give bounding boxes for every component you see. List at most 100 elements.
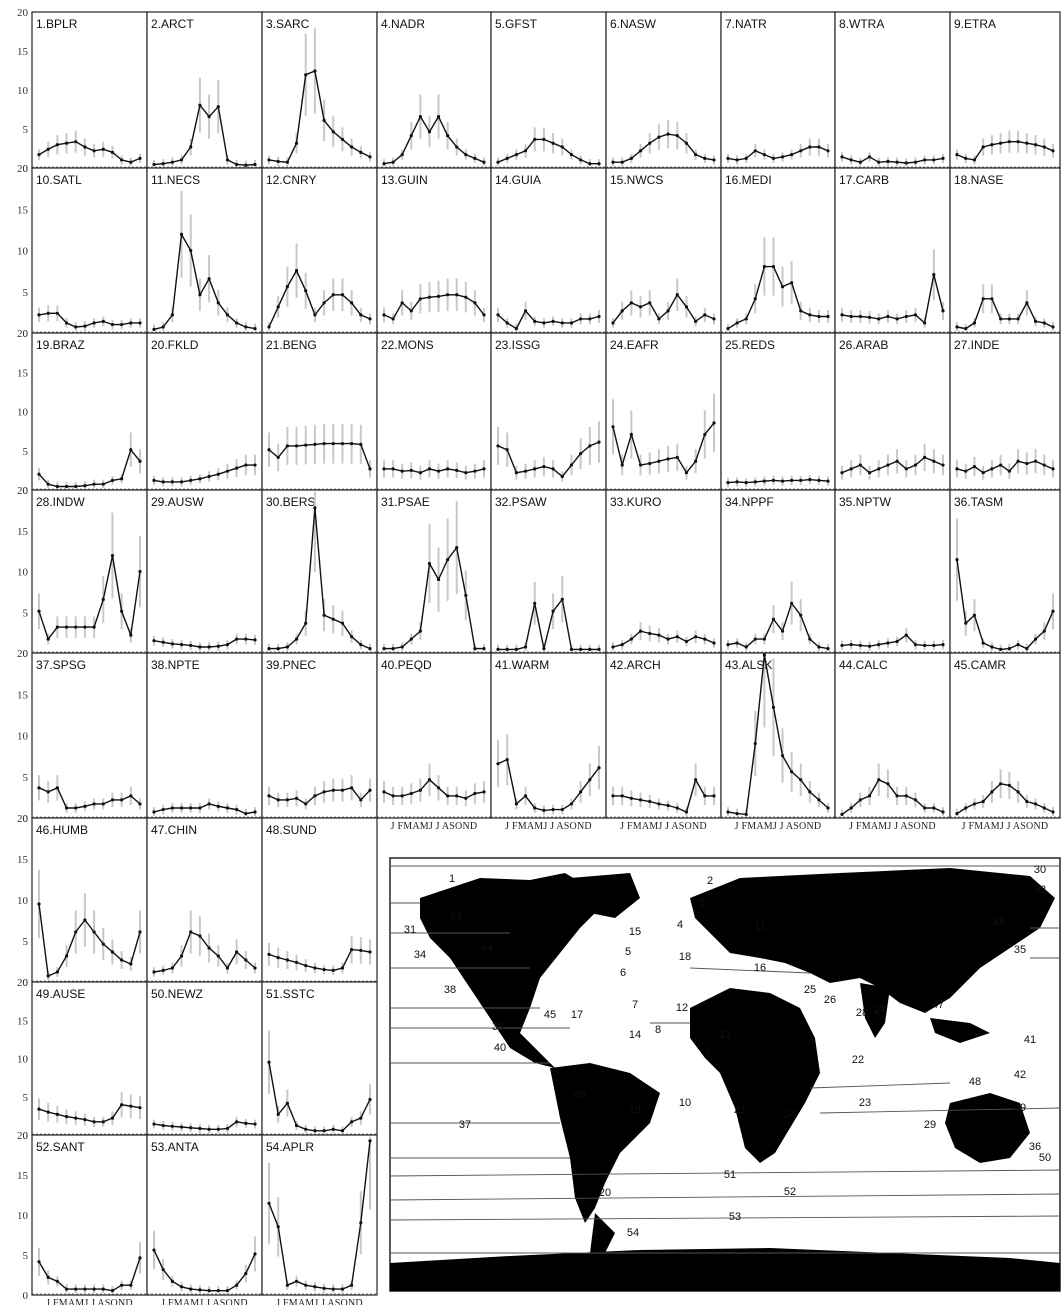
data-point [712,158,716,162]
data-point [207,474,211,479]
panel-frame [31,652,148,819]
data-point [817,478,821,482]
data-point [560,807,564,812]
data-point [92,802,96,806]
data-point [322,968,326,972]
data-point [744,317,748,321]
data-point [648,141,652,145]
data-point [913,313,918,317]
panel-title: 22.MONS [381,338,434,352]
data-point [436,469,441,473]
map-province-label: 18 [679,951,691,963]
data-point [808,637,812,641]
data-point [74,325,78,329]
panel-frame [949,489,1061,654]
data-point [427,295,432,299]
panel-28-indw: 28.INDW [31,489,148,654]
panel-title: 7.NATR [725,17,767,31]
data-point [826,647,830,651]
data-point [120,322,124,327]
data-point [877,643,881,647]
data-point [560,321,564,325]
data-point [1042,145,1046,149]
data-point [350,786,354,790]
data-point [999,317,1003,321]
data-point [285,798,289,802]
data-point [514,326,518,331]
data-point [138,321,142,325]
data-point [409,134,413,138]
data-point [368,1097,372,1102]
data-point [350,1120,354,1124]
panel-title: 4.NADR [381,17,425,31]
data-point [1016,643,1020,647]
data-point [216,804,220,808]
panel-32-psaw: 32.PSAW [490,489,607,654]
data-point [101,1120,105,1124]
data-point [322,442,326,446]
land-mass [550,1063,660,1223]
data-point [629,637,633,641]
data-point [101,1287,105,1291]
data-point [808,313,812,317]
data-point [207,115,211,119]
data-point [629,156,633,160]
data-point [588,647,592,652]
panel-title: 41.WARM [495,658,549,672]
data-point [505,448,509,452]
y-tick-label: 15 [17,526,29,538]
data-point [455,794,459,798]
data-point [331,1287,335,1291]
data-point [560,145,564,149]
panel-frame [834,167,951,334]
data-point [455,293,459,297]
data-point [579,317,583,321]
data-point [923,643,927,648]
data-point [886,159,890,164]
data-point [382,313,386,317]
data-point [771,478,776,482]
data-point [55,786,59,790]
data-point [1033,459,1038,463]
data-point [304,443,308,447]
data-point [726,326,730,331]
data-point [64,321,69,325]
data-point [359,150,363,154]
data-point [46,974,50,978]
series-line [613,133,715,163]
panel-frame [31,332,148,491]
data-point [235,466,239,470]
data-point [1051,609,1055,613]
data-point [331,1127,335,1131]
data-point [368,788,372,792]
map-province-label: 1 [449,873,455,885]
data-point [684,141,689,145]
land-mass [860,983,890,1038]
data-point [267,158,271,162]
data-point [225,1126,230,1131]
data-point [179,954,184,958]
data-point [244,163,248,167]
panel-title: 29.AUSW [151,495,204,509]
panel-title: 27.INDE [954,338,999,352]
data-point [579,158,583,162]
panel-51-sstc: 51.SSTC [261,981,378,1136]
y-tick-label: 20 [17,328,29,340]
data-point [74,625,78,629]
data-point [1025,461,1029,466]
data-point [285,285,289,289]
y-tick-label: 15 [17,204,29,216]
data-point [179,232,184,236]
data-point [1033,637,1038,641]
map-province-label: 6 [620,967,626,979]
data-point [858,798,862,802]
data-point [138,1256,142,1260]
data-point [597,440,601,444]
y-tick-label: 0 [23,328,29,340]
data-point [322,613,326,617]
data-point [886,463,890,467]
data-point [611,425,615,429]
panel-title: 16.MEDI [725,173,772,187]
panel-35-nptw: 35.NPTW [834,489,951,654]
y-tick-label: 0 [23,1130,29,1142]
